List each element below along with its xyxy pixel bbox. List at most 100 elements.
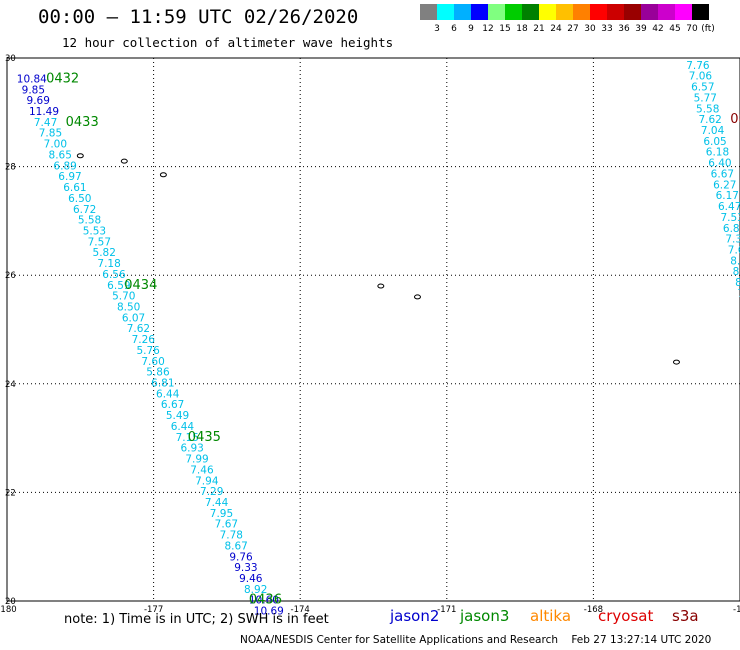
wave-height-label: 7.62 (728, 244, 740, 256)
x-tick-label: -168 (584, 605, 603, 615)
legend-swatch (607, 4, 624, 20)
legend-swatch (675, 4, 692, 20)
wave-height-label: 6.97 (58, 171, 81, 183)
legend-swatch (692, 4, 709, 20)
wave-height-label: 7.62 (738, 288, 740, 300)
legend-label: 27 (567, 24, 579, 34)
pass-time-label: 0435 (188, 430, 221, 445)
wave-height-label: 7.99 (185, 454, 208, 466)
wave-height-label: 8.92 (244, 584, 267, 596)
wave-height-label: 7.29 (200, 486, 223, 498)
wave-height-label: 9.85 (22, 84, 45, 96)
island-outline (159, 172, 167, 178)
wave-height-label: 7.00 (44, 139, 67, 151)
wave-height-label: 6.47 (718, 201, 740, 213)
wave-height-label: 5.58 (696, 103, 719, 115)
wave-height-label: 7.18 (97, 258, 120, 270)
y-tick-label: 30 (5, 54, 16, 64)
wave-height-label: 7.78 (220, 530, 243, 542)
wave-height-label: 6.40 (708, 158, 731, 170)
x-tick-label: -177 (144, 605, 163, 615)
legend-swatch (556, 4, 573, 20)
wave-height-label: 5.53 (83, 225, 106, 237)
wave-height-label: 9.33 (234, 562, 257, 574)
chart-subtitle: 12 hour collection of altimeter wave hei… (62, 35, 394, 50)
legend-label: 18 (516, 24, 528, 34)
legend-swatch (420, 4, 437, 20)
legend-label: 12 (482, 24, 494, 34)
legend-swatch (437, 4, 454, 20)
wave-height-label: 7.26 (132, 334, 156, 346)
legend-label: 3 (434, 24, 440, 34)
wave-height-label: 5.76 (136, 345, 160, 357)
wave-height-label: 7.47 (34, 117, 57, 129)
wave-height-label: 7.76 (686, 60, 710, 72)
wave-height-label: 5.58 (78, 215, 101, 227)
legend-swatch (522, 4, 539, 20)
wave-height-label: 7.85 (39, 128, 62, 140)
wave-height-label: 10.69 (254, 606, 284, 618)
wave-height-label: 7.04 (701, 125, 725, 137)
credit-line: NOAA/NESDIS Center for Satellite Applica… (240, 634, 712, 646)
wave-height-label: 7.53 (720, 212, 740, 224)
wave-height-label: 6.18 (706, 147, 729, 159)
wave-height-label: 7.15 (176, 432, 199, 444)
legend-label: 70 (686, 24, 698, 34)
y-tick-label: 26 (5, 271, 16, 281)
wave-height-label: 7.67 (215, 519, 238, 531)
wave-height-label: 7.39 (725, 234, 740, 246)
legend-label: 42 (652, 24, 664, 34)
wave-height-label: 7.46 (190, 464, 214, 476)
legend-label: 6 (451, 24, 457, 34)
x-tick-label: -16 (733, 605, 740, 615)
legend-label: 15 (499, 24, 511, 34)
legend-swatch (471, 4, 488, 20)
wave-height-label: 6.50 (68, 193, 91, 205)
wave-height-label: 5.82 (93, 247, 116, 259)
wave-height-label: 9.76 (229, 551, 253, 563)
wave-height-label: 8.65 (49, 149, 72, 161)
wave-height-label: 6.89 (53, 160, 76, 172)
satellite-s3a: s3a (672, 607, 699, 625)
wave-height-label: 6.82 (723, 223, 740, 235)
satellite-altika: altika (530, 607, 572, 625)
wave-height-label: 7.44 (205, 497, 229, 509)
wave-height-label: 8.50 (117, 301, 140, 313)
pass-time-label: 0436 (249, 593, 282, 608)
wave-height-label: 7.57 (88, 236, 111, 248)
island-outline (377, 283, 385, 289)
satellite-jason3: jason3 (460, 607, 510, 625)
wave-height-label: 6.59 (107, 280, 130, 292)
legend-label: 45 (669, 24, 681, 34)
y-tick-label: 22 (5, 488, 16, 498)
wave-height-label: 11.49 (29, 106, 59, 118)
wave-height-label: 6.61 (63, 182, 86, 194)
wave-height-label: 6.27 (713, 179, 736, 191)
wave-height-label: 6.93 (180, 443, 203, 455)
legend-label: 36 (618, 24, 630, 34)
legend-label: 30 (584, 24, 596, 34)
pass-time-label: 0433 (66, 115, 99, 130)
wave-height-label: 8.43 (735, 277, 740, 289)
footnote: note: 1) Time is in UTC; 2) SWH is in fe… (64, 612, 329, 627)
legend-swatch (641, 4, 658, 20)
x-tick-label: -171 (437, 605, 456, 615)
island-outline (76, 153, 84, 159)
chart-title: 00:00 – 11:59 UTC 02/26/2020 (38, 6, 359, 28)
wave-height-label: 5.86 (146, 367, 170, 379)
x-tick-label: -180 (0, 605, 17, 615)
legend-swatch (573, 4, 590, 20)
pass-time-label: 0432 (46, 71, 79, 86)
wave-height-label: 6.17 (716, 190, 739, 202)
wave-height-label: 10.60 (249, 595, 279, 607)
wave-height-label: 6.07 (122, 312, 145, 324)
legend-swatch (624, 4, 641, 20)
wave-height-label: 7.06 (689, 71, 713, 83)
island-outline (672, 359, 680, 365)
wave-height-label: 8.64 (733, 266, 740, 278)
legend-label: 9 (468, 24, 474, 34)
legend-swatch (454, 4, 471, 20)
legend-swatch (539, 4, 556, 20)
plot-frame (6, 57, 740, 602)
